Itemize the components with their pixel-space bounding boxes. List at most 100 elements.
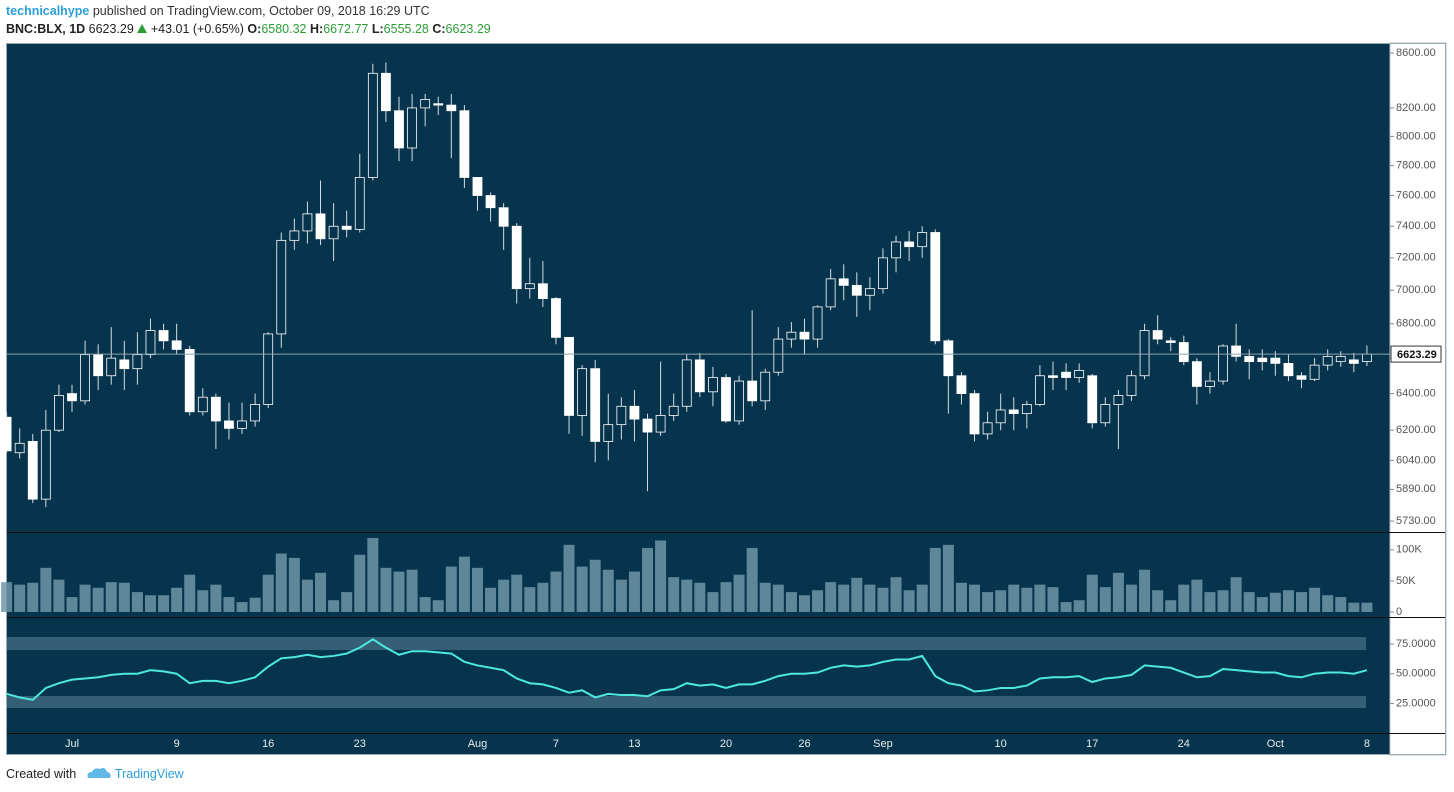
y-tick-label: 8600.00 — [1396, 47, 1436, 59]
candle-body — [1165, 340, 1176, 343]
volume-bar — [144, 595, 156, 613]
volume-bar — [171, 587, 183, 613]
candle-body — [1035, 375, 1045, 405]
volume-bar — [511, 574, 523, 613]
volume-bar — [1073, 600, 1085, 613]
candle-body — [367, 72, 378, 178]
volume-bar — [576, 566, 588, 613]
y-tick-label: 6800.00 — [1396, 318, 1436, 330]
x-tick-label: 23 — [354, 738, 366, 750]
candle-body — [1178, 342, 1189, 363]
candle-body — [642, 418, 653, 433]
volume-bar — [1008, 584, 1020, 613]
x-tick-label: 20 — [720, 738, 732, 750]
candle-body — [1074, 370, 1085, 378]
volume-bar — [1060, 602, 1072, 613]
rsi-line — [6, 638, 1368, 701]
high-label: H: — [309, 22, 324, 36]
volume-bar — [1282, 590, 1294, 613]
volume-bar — [458, 556, 470, 613]
candle-body — [171, 340, 182, 350]
candle-body — [734, 380, 744, 422]
candle-body — [54, 395, 64, 431]
candle-body — [315, 213, 326, 240]
candle-body — [1191, 361, 1202, 387]
candle-body — [1205, 380, 1215, 387]
volume-bar — [223, 597, 235, 613]
y-tick-label: 75.0000 — [1396, 638, 1436, 650]
volume-bar — [1256, 597, 1268, 613]
candle-body — [956, 375, 967, 395]
candle-body — [1335, 355, 1346, 363]
candle-body — [276, 239, 287, 335]
volume-bar — [864, 584, 876, 613]
volume-bar — [929, 547, 941, 613]
candle-body — [590, 368, 601, 442]
open-label: O: — [247, 22, 262, 36]
x-tick-label: 8 — [1364, 738, 1370, 750]
created-with: Created with — [6, 767, 77, 781]
candle-body — [446, 104, 457, 112]
candle-body — [433, 103, 444, 106]
y-tick-label: 7000.00 — [1396, 284, 1436, 296]
volume-bar — [563, 544, 575, 613]
candle-body — [381, 72, 391, 112]
volume-bar — [1178, 584, 1190, 613]
volume-bar — [969, 584, 981, 613]
volume-bar — [236, 602, 248, 613]
y-tick-label: 6200.00 — [1396, 424, 1436, 436]
volume-bar — [40, 567, 52, 613]
y-tick-label: 5890.00 — [1396, 483, 1436, 495]
header-line: technicalhype published on TradingView.c… — [6, 4, 430, 18]
y-tick-label: 8000.00 — [1396, 130, 1436, 142]
volume-bar — [380, 567, 392, 613]
volume-bar — [288, 557, 300, 613]
candle-body — [1126, 375, 1137, 396]
volume-bar — [1309, 587, 1321, 613]
volume-bar — [275, 553, 287, 613]
candle-body — [498, 207, 509, 227]
volume-bar — [1217, 590, 1229, 613]
y-tick-label: 7200.00 — [1396, 252, 1436, 264]
candle-body — [328, 225, 339, 240]
candle-body — [904, 241, 915, 248]
candle-body — [40, 429, 51, 500]
volume-bar — [1243, 592, 1255, 613]
candle-body — [1296, 375, 1307, 380]
candle-body — [1, 416, 12, 452]
axis-background — [1389, 42, 1447, 756]
candle-body — [551, 298, 561, 338]
volume-bar — [262, 574, 274, 613]
volume-bar — [1335, 597, 1347, 613]
candle-body — [511, 225, 522, 290]
brand[interactable]: TradingView — [114, 767, 184, 781]
last-price-box — [1390, 345, 1442, 363]
close-value: 6623.29 — [445, 22, 491, 36]
high-value: 6672.77 — [323, 22, 369, 36]
candle-body — [14, 442, 25, 454]
x-tick-label: Sep — [873, 738, 893, 750]
x-tick-label: Aug — [468, 738, 488, 750]
volume-bar — [105, 582, 117, 613]
open-value: 6580.32 — [261, 22, 307, 36]
candle-body — [1100, 404, 1111, 424]
footer: Created with TradingView — [6, 766, 184, 781]
volume-bar — [301, 579, 313, 613]
candle-body — [760, 371, 771, 402]
author[interactable]: technicalhype — [6, 4, 90, 18]
candle-body — [969, 393, 980, 435]
volume-bar — [615, 579, 627, 613]
x-tick-label: 26 — [798, 738, 810, 750]
y-tick-label: 7600.00 — [1396, 189, 1436, 201]
candle-body — [1348, 359, 1359, 364]
candle-body — [864, 288, 875, 296]
volume-bar — [825, 582, 837, 613]
candle-body — [1244, 355, 1255, 363]
volume-bar — [1021, 587, 1033, 613]
volume-bar — [720, 582, 732, 613]
volume-bar — [890, 577, 902, 613]
candle-body — [982, 422, 993, 435]
volume-bar — [1034, 584, 1046, 613]
volume-bar — [315, 572, 327, 613]
last-price: 6623.29 — [88, 22, 134, 36]
